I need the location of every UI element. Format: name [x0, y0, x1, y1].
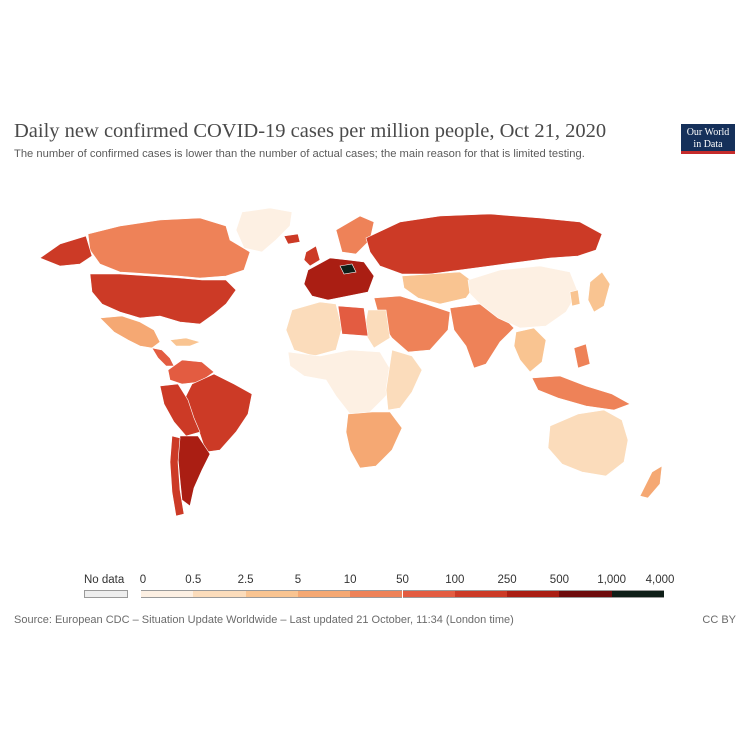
region-japan-korea[interactable]	[569, 271, 611, 313]
region-libya[interactable]	[337, 305, 369, 337]
region-west-central-africa[interactable]	[287, 349, 393, 415]
legend-swatch[interactable]	[611, 590, 664, 598]
legend-swatch[interactable]	[454, 590, 508, 598]
region-caribbean[interactable]	[169, 337, 201, 347]
legend-swatch[interactable]	[297, 590, 351, 598]
legend-tick-label: 100	[445, 574, 465, 586]
region-new-zealand[interactable]	[639, 465, 663, 499]
region-southeast-asia[interactable]	[513, 327, 547, 373]
legend-tick-label: 0	[139, 574, 147, 586]
region-kazakhstan-central-asia[interactable]	[401, 271, 477, 305]
region-western-europe[interactable]	[303, 257, 375, 301]
legend-tick-label: 0.5	[185, 574, 202, 586]
legend-swatch[interactable]	[559, 590, 612, 598]
region-iceland-uk[interactable]	[283, 233, 321, 267]
owid-logo[interactable]: Our World in Data	[681, 124, 735, 154]
region-indonesia-philippines[interactable]	[531, 343, 631, 411]
no-data-label: No data	[84, 574, 125, 586]
legend-tick-label: 500	[549, 574, 569, 586]
region-argentina[interactable]	[177, 435, 211, 507]
region-greenland[interactable]	[235, 207, 293, 253]
license-link[interactable]: CC BY	[702, 614, 736, 626]
region-czechia[interactable]	[339, 263, 357, 275]
region-china-mongolia[interactable]	[467, 265, 579, 329]
legend-tick-label: 1,000	[597, 574, 627, 586]
region-australia[interactable]	[547, 409, 629, 477]
region-alaska[interactable]	[39, 235, 93, 267]
legend-swatch[interactable]	[350, 590, 403, 598]
region-east-africa[interactable]	[385, 349, 423, 411]
legend-tick-label: 50	[396, 574, 409, 586]
legend-tick-label: 5	[294, 574, 302, 586]
region-russia[interactable]	[365, 213, 603, 275]
legend-swatch[interactable]	[193, 590, 246, 598]
region-southern-africa[interactable]	[345, 411, 403, 469]
color-legend: No data 0 0.5 2.5 5 10 50 100 250 500 1,000 4,000	[0, 568, 750, 608]
no-data-swatch	[84, 590, 128, 598]
region-mexico[interactable]	[99, 315, 161, 349]
source-note: Source: European CDC – Situation Update …	[14, 614, 514, 626]
logo-line-1: Our World	[686, 127, 730, 138]
legend-tick-label: 2.5	[237, 574, 254, 586]
region-north-africa[interactable]	[285, 301, 391, 357]
chart-subtitle: The number of confirmed cases is lower t…	[14, 148, 585, 160]
legend-swatch[interactable]	[141, 590, 194, 598]
legend-swatch[interactable]	[402, 590, 455, 598]
legend-swatch[interactable]	[245, 590, 298, 598]
region-peru-bolivia[interactable]	[159, 383, 201, 437]
legend-swatch[interactable]	[507, 590, 560, 598]
region-central-america[interactable]	[151, 347, 175, 367]
logo-line-2: in Data	[693, 139, 723, 150]
chart-title: Daily new confirmed COVID-19 cases per m…	[14, 120, 607, 142]
region-canada[interactable]	[87, 217, 251, 279]
legend-tick-label: 250	[497, 574, 517, 586]
region-chile[interactable]	[169, 435, 185, 517]
region-usa[interactable]	[89, 273, 237, 325]
legend-tick-label: 4,000	[645, 574, 675, 586]
legend-tick-label: 10	[343, 574, 357, 586]
region-scandinavia[interactable]	[335, 215, 375, 255]
world-map	[39, 207, 663, 517]
